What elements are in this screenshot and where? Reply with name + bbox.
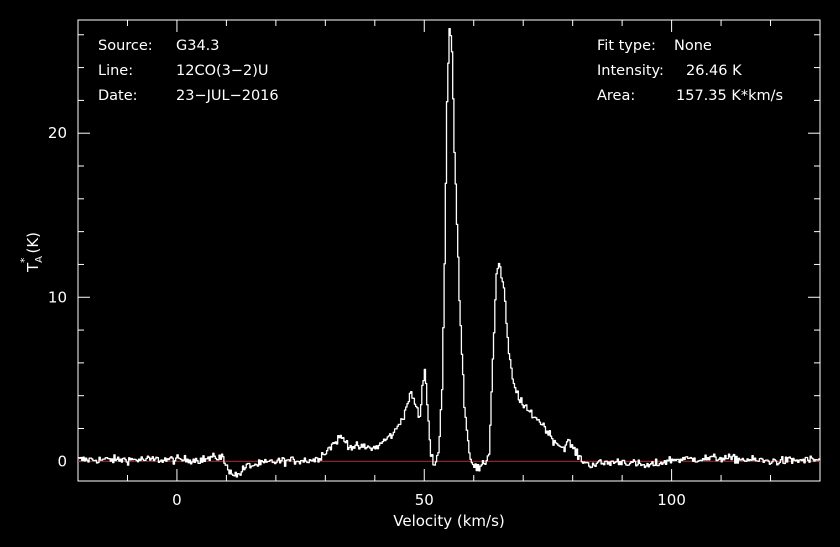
area-value: 157.35 K*km/s [676,88,783,104]
date-value: 23−JUL−2016 [176,88,279,104]
y-axis-label: TA* (K) [18,232,45,273]
fit-type-value: None [674,38,712,54]
plot-frame [77,19,821,482]
y-tick-label: 20 [48,124,67,142]
y-axis-label-sup: * [18,257,31,263]
axis-ticks [78,20,821,481]
line-value: 12CO(3−2)U [176,63,269,79]
source-label: Source: [98,38,153,54]
date-label: Date: [98,88,138,104]
y-tick-label: 0 [57,452,67,470]
x-tick-label: 100 [657,491,686,509]
source-value: G34.3 [176,38,220,54]
x-axis-label: Velocity (km/s) [393,512,504,530]
x-tick-label: 50 [415,491,434,509]
spectrum-series-line [78,28,821,478]
y-axis-label-unit: (K) [24,232,42,254]
area-label: Area: [597,88,635,104]
x-tick-label: 0 [172,491,182,509]
y-axis-label-sub: A [34,256,45,263]
y-axis-label-base: T [24,262,42,273]
tick-labels: 0 50 100 0 10 20 [48,124,686,509]
y-tick-label: 10 [48,288,67,306]
intensity-label: Intensity: [597,63,664,79]
line-label: Line: [98,63,133,79]
fit-type-label: Fit type: [597,38,656,54]
svg-text:TA*(K): TA* (K) [18,232,45,273]
intensity-value: 26.46 K [686,63,742,79]
